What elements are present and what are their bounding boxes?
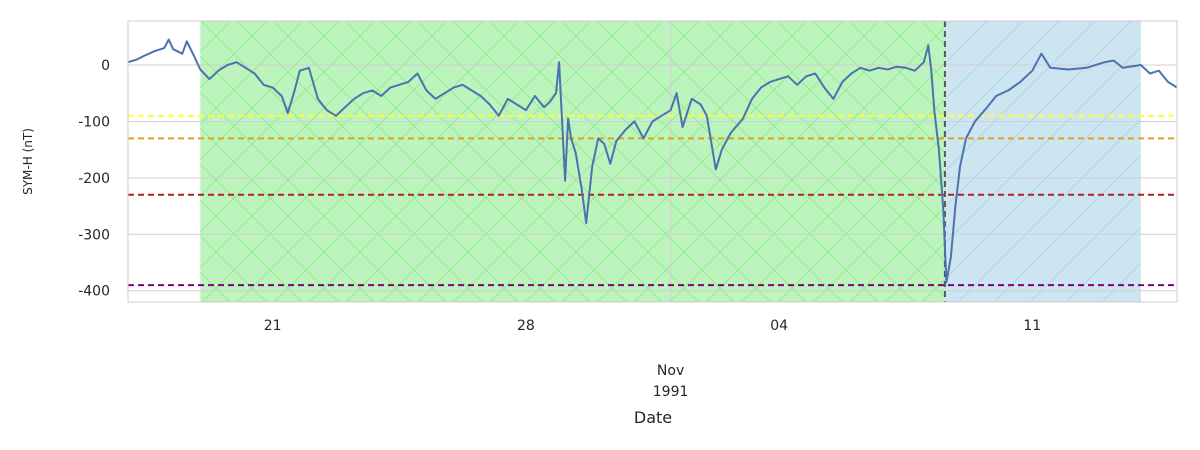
x-tick-label: 21 [264, 318, 282, 334]
y-axis-title: SYM-H (nT) [21, 128, 35, 195]
y-tick-label: -400 [78, 284, 110, 300]
threshold-lines [128, 114, 1177, 287]
y-tick-label: -100 [78, 114, 110, 130]
series [127, 38, 1178, 284]
y-tick-label: -200 [78, 171, 110, 187]
y-tick-label: -300 [78, 227, 110, 243]
y-tick-label: 0 [101, 58, 110, 74]
x-tick-label: 11 [1023, 318, 1041, 334]
x-tick-label: 04 [770, 318, 788, 334]
x-month-label: Nov [657, 363, 684, 379]
sym-h-series-line [127, 38, 1178, 284]
region-hatch-phase-1 [200, 21, 945, 302]
x-axis-ticks: 21 28 04 11 [264, 318, 1041, 334]
plot-frame [127, 20, 1178, 303]
region-hatch-phase-2 [944, 21, 1141, 302]
x-year-label: 1991 [653, 384, 689, 400]
x-axis-title: Date [634, 408, 672, 427]
y-axis-ticks: 0 -100 -200 -300 -400 [78, 58, 110, 300]
shaded-regions [200, 21, 1141, 302]
x-tick-label: 28 [517, 318, 535, 334]
